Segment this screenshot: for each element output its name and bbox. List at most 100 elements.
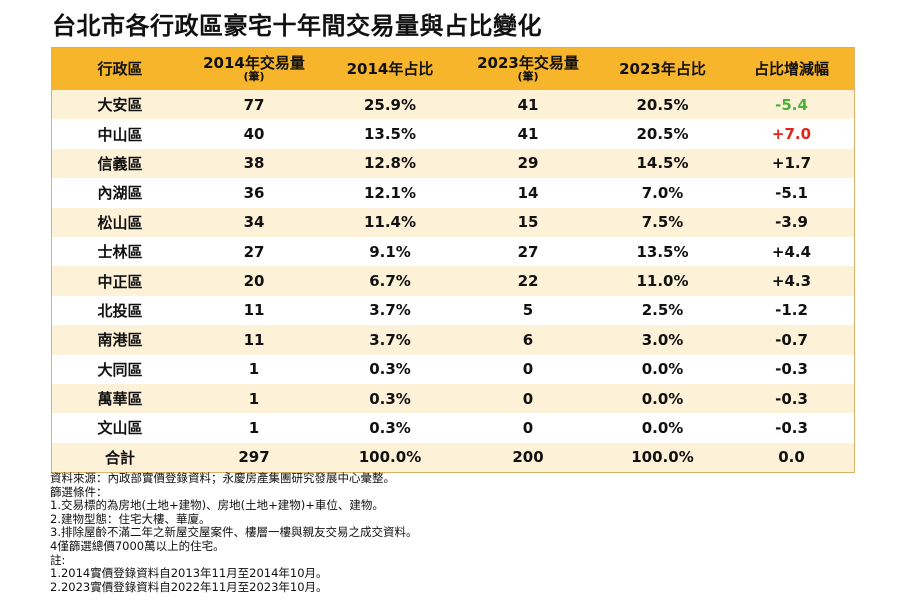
header-share-2023: 2023年占比 (596, 48, 729, 90)
header-vol-2014: 2014年交易量 (筆) (188, 48, 320, 90)
cell-share-2014: 0.3% (369, 389, 411, 408)
header-label: 2014年交易量 (203, 54, 305, 72)
cell-vol-2023: 15 (517, 213, 539, 232)
table-row: 士林區 27 9.1% 27 13.5% +4.4 (52, 236, 854, 267)
cell-vol-2023: 14 (517, 183, 539, 202)
cell-vol-2014: 40 (243, 125, 265, 144)
cell-district: 萬華區 (97, 390, 143, 409)
cell-district: 北投區 (97, 301, 143, 320)
footnote-line: 1.2014實價登錄資料自2013年11月至2014年10月。 (50, 566, 328, 581)
cell-change: -0.3 (775, 389, 808, 408)
page-title: 台北市各行政區豪宅十年間交易量與占比變化 (52, 12, 542, 40)
cell-vol-2014: 34 (243, 213, 265, 232)
footnote-line: 1.交易標的為房地(土地+建物)、房地(土地+建物)+車位、建物。 (50, 498, 384, 513)
cell-vol-2023: 200 (512, 448, 544, 467)
table-header: 行政區 2014年交易量 (筆) 2014年占比 2023年交易量 (筆) 20 (52, 48, 854, 90)
cell-vol-2023: 41 (517, 95, 539, 114)
footnote-line: 2.建物型態：住宅大樓、華廈。 (50, 511, 211, 526)
table-row: 中山區 40 13.5% 41 20.5% +7.0 (52, 119, 854, 149)
footnotes: 資料來源：內政部實價登錄資料；永慶房產集團研究發展中心彙整。 篩選條件： 1.交易標… (50, 471, 418, 594)
cell-change: -3.9 (775, 213, 808, 232)
cell-vol-2014: 77 (243, 95, 265, 114)
header-label: 2023年交易量 (477, 54, 579, 72)
cell-district: 合計 (104, 448, 135, 467)
table-row: 文山區 1 0.3% 0 0.0% -0.3 (52, 413, 854, 443)
cell-share-2023: 0.0% (641, 360, 684, 379)
header-label: 2023年占比 (619, 60, 706, 78)
table-row: 萬華區 1 0.3% 0 0.0% -0.3 (52, 383, 854, 414)
cell-vol-2014: 11 (243, 330, 265, 349)
header-label: 行政區 (97, 60, 143, 78)
header-label: 2014年占比 (346, 60, 434, 78)
cell-share-2023: 20.5% (636, 95, 689, 114)
header-label: 占比增減幅 (753, 60, 829, 78)
cell-share-2014: 9.1% (369, 242, 411, 261)
cell-district: 大同區 (97, 360, 143, 379)
cell-vol-2023: 22 (517, 272, 539, 291)
table-row: 大同區 1 0.3% 0 0.0% -0.3 (52, 354, 854, 384)
cell-share-2023: 100.0% (631, 448, 694, 467)
cell-share-2014: 3.7% (369, 301, 411, 320)
cell-district: 士林區 (97, 243, 143, 262)
cell-share-2014: 0.3% (369, 360, 411, 379)
cell-share-2014: 25.9% (363, 95, 417, 114)
cell-district: 中山區 (97, 125, 143, 144)
cell-change: -5.1 (775, 183, 808, 202)
table-row: 中正區 20 6.7% 22 11.0% +4.3 (52, 266, 854, 296)
cell-vol-2014: 1 (248, 389, 260, 408)
cell-share-2014: 3.7% (369, 330, 411, 349)
data-table-container: 行政區 2014年交易量 (筆) 2014年占比 2023年交易量 (筆) 20 (51, 47, 855, 474)
footnote-line: 2.2023實價登錄資料自2022年11月至2023年10月。 (50, 579, 328, 594)
cell-change: 0.0 (778, 448, 805, 467)
cell-district: 內湖區 (97, 184, 143, 203)
footnote-line: 篩選條件： (50, 484, 108, 499)
cell-district: 中正區 (97, 272, 143, 291)
cell-share-2023: 14.5% (636, 154, 689, 173)
footnote-line: 資料來源：內政部實價登錄資料；永慶房產集團研究發展中心彙整。 (50, 471, 395, 485)
header-share-2014: 2014年占比 (320, 48, 460, 90)
cell-vol-2023: 5 (522, 301, 534, 320)
footnote-line: 註: (50, 552, 66, 567)
cell-share-2014: 6.7% (369, 272, 411, 291)
footnote-line: 3.排除屋齡不滿二年之新屋交屋案件、樓層一樓與親友交易之成交資料。 (50, 525, 418, 540)
cell-change: -1.2 (775, 301, 808, 320)
footnote-line: 4僅篩選總價7000萬以上的住宅。 (50, 538, 225, 553)
cell-share-2014: 0.3% (369, 418, 411, 437)
header-vol-2023: 2023年交易量 (筆) (460, 48, 596, 90)
cell-vol-2023: 29 (517, 154, 539, 173)
header-district: 行政區 (52, 48, 188, 90)
cell-vol-2014: 27 (243, 242, 265, 261)
cell-share-2023: 0.0% (641, 418, 684, 437)
cell-vol-2014: 11 (243, 301, 265, 320)
cell-change: -5.4 (775, 95, 808, 114)
cell-vol-2014: 1 (248, 360, 260, 379)
cell-vol-2014: 20 (243, 272, 265, 291)
cell-share-2023: 11.0% (636, 272, 689, 291)
cell-share-2023: 3.0% (641, 330, 684, 349)
cell-share-2014: 11.4% (363, 213, 417, 232)
cell-vol-2023: 0 (522, 360, 534, 379)
cell-vol-2014: 36 (243, 183, 265, 202)
cell-district: 文山區 (97, 419, 143, 438)
cell-share-2014: 100.0% (358, 448, 422, 467)
cell-vol-2023: 0 (522, 389, 534, 408)
cell-vol-2014: 1 (248, 418, 260, 437)
table-row: 合計 297 100.0% 200 100.0% 0.0 (52, 442, 854, 473)
cell-share-2023: 7.0% (641, 183, 684, 202)
cell-district: 信義區 (97, 154, 143, 173)
table-row: 松山區 34 11.4% 15 7.5% -3.9 (52, 207, 854, 237)
cell-change: +4.3 (771, 272, 812, 291)
cell-change: -0.3 (775, 418, 808, 437)
table-row: 北投區 11 3.7% 5 2.5% -1.2 (52, 295, 854, 326)
cell-share-2023: 7.5% (641, 213, 684, 232)
cell-share-2023: 2.5% (641, 301, 684, 320)
table-body: 大安區 77 25.9% 41 20.5% -5.4 中山區 40 13.5% 41 20.5% +7… (52, 90, 854, 473)
cell-district: 大安區 (97, 96, 143, 115)
cell-share-2023: 13.5% (636, 242, 689, 261)
header-unit: (筆) (243, 70, 265, 83)
cell-change: +4.4 (771, 242, 812, 261)
cell-vol-2023: 41 (517, 125, 539, 144)
table-row: 南港區 11 3.7% 6 3.0% -0.7 (52, 325, 854, 355)
data-table: 行政區 2014年交易量 (筆) 2014年占比 2023年交易量 (筆) 20 (52, 48, 854, 473)
